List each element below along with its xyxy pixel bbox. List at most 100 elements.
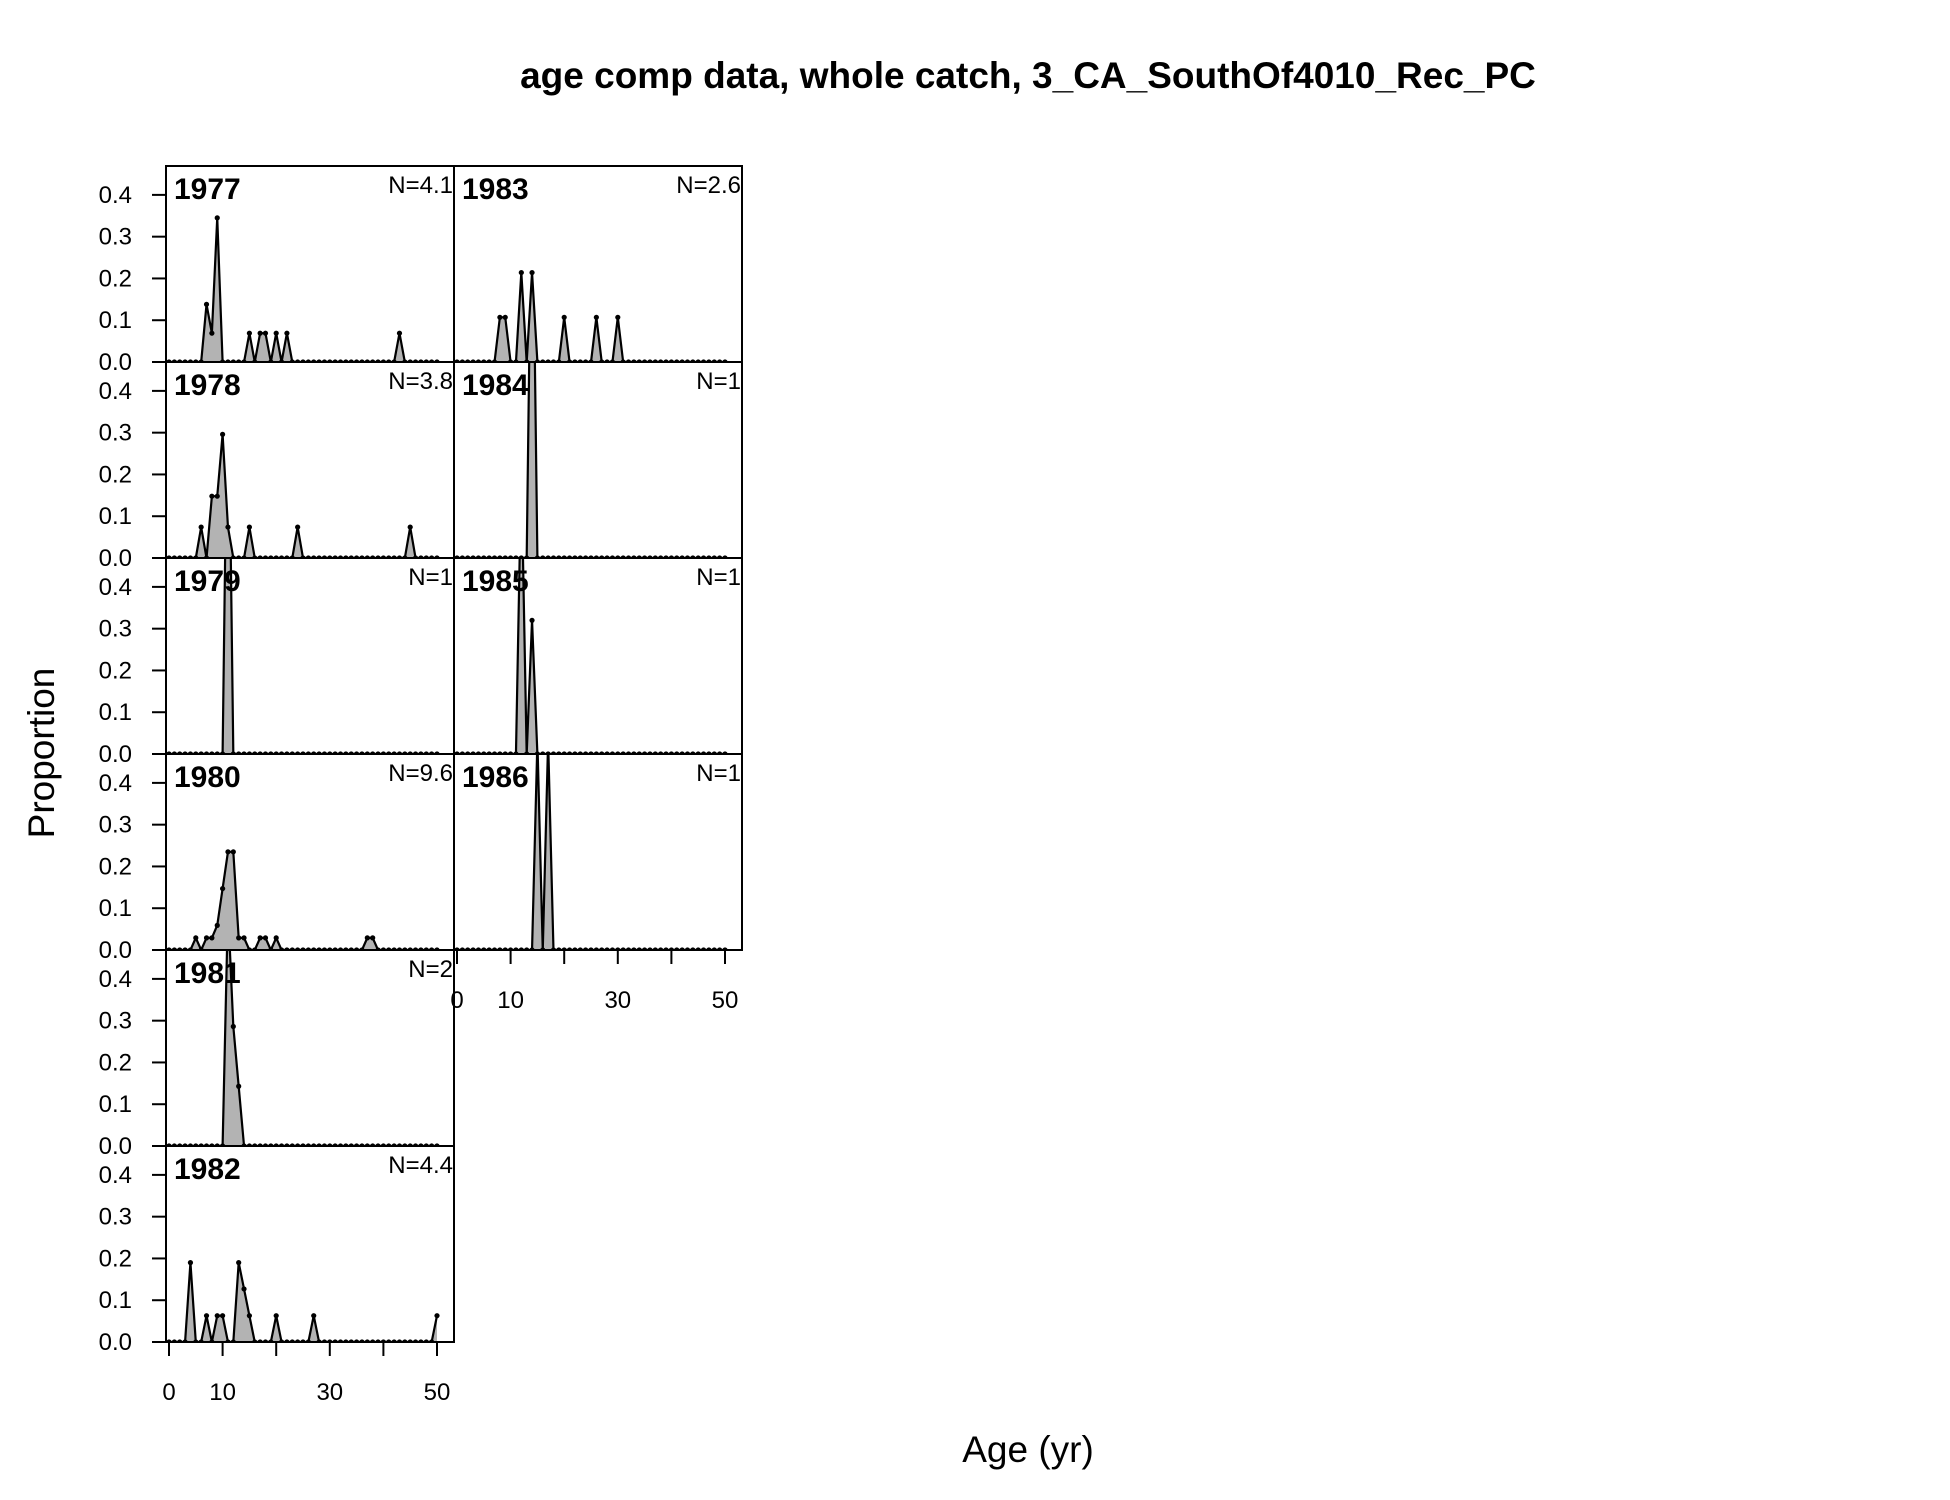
data-point: [311, 1313, 317, 1319]
x-tick-label: 0: [162, 1379, 175, 1406]
y-tick-label: 0.4: [99, 1162, 132, 1189]
data-point: [262, 935, 269, 941]
y-axis-title: Proportion: [21, 668, 62, 839]
area-fill: [169, 434, 437, 558]
data-point: [203, 1313, 210, 1319]
data-point: [193, 935, 199, 941]
data-point: [214, 493, 220, 499]
x-tick-label: 50: [712, 987, 739, 1014]
panel-year-label: 1980: [174, 761, 241, 794]
y-tick-label: 0.1: [99, 1091, 132, 1118]
data-point: [396, 330, 403, 336]
y-tick-label: 0.2: [99, 1245, 132, 1272]
data-point: [230, 1023, 236, 1030]
area-fill: [457, 558, 725, 754]
composition-line: [457, 272, 725, 362]
data-point: [214, 922, 220, 928]
data-point: [593, 314, 599, 320]
data-point: [209, 493, 215, 499]
x-tick-label: 10: [497, 987, 524, 1014]
data-point: [236, 1260, 242, 1266]
data-point: [203, 935, 210, 941]
y-tick-label: 0.1: [99, 503, 132, 530]
panel-n-label: N=1: [696, 564, 741, 591]
data-point: [561, 314, 567, 320]
panel-1981: 1981 N=2 0.0 0.1 0.2 0.3 0.4: [99, 949, 455, 1160]
y-tick-label: 0.0: [99, 1133, 132, 1160]
x-tick-label: 30: [316, 1379, 343, 1406]
panel-1977: 1977 N=4.1 0.0 0.1 0.2 0.3 0.4: [99, 165, 455, 376]
y-tick-label: 0.0: [99, 545, 132, 572]
panel-1983: 1983 N=2.6: [453, 165, 743, 363]
y-tick-label: 0.2: [99, 461, 132, 488]
y-tick-label: 0.4: [99, 378, 132, 405]
data-point: [257, 935, 263, 941]
data-point: [225, 334, 230, 339]
area-fill: [169, 1262, 437, 1342]
data-point: [236, 935, 242, 941]
y-tick-label: 0.3: [99, 1008, 132, 1035]
y-tick-label: 0.3: [99, 420, 132, 447]
y-tick-label: 0.0: [99, 1329, 132, 1356]
y-tick-label: 0.2: [99, 1049, 132, 1076]
data-point: [214, 1313, 220, 1319]
panel-year-label: 1982: [174, 1153, 241, 1186]
panel-year-label: 1983: [462, 173, 529, 206]
panel-1985: 1985 N=1: [453, 557, 743, 755]
panel-n-label: N=1: [696, 760, 741, 787]
data-point: [246, 524, 252, 530]
data-point: [203, 301, 210, 307]
panel-n-label: N=9.6: [388, 760, 453, 787]
y-tick-label: 0.2: [99, 853, 132, 880]
data-point: [284, 330, 290, 336]
data-point: [214, 215, 220, 221]
panel-n-label: N=1: [696, 368, 741, 395]
y-tick-label: 0.4: [99, 966, 132, 993]
y-tick-label: 0.3: [99, 1204, 132, 1231]
y-tick-label: 0.4: [99, 770, 132, 797]
data-point: [615, 314, 621, 320]
panel-n-label: N=4.1: [388, 172, 453, 199]
data-point: [529, 617, 535, 623]
data-point: [209, 935, 215, 941]
y-tick-label: 0.1: [99, 895, 132, 922]
data-point: [225, 524, 231, 530]
data-point: [220, 885, 226, 892]
panel-n-label: N=2: [408, 956, 453, 983]
data-point: [220, 431, 226, 437]
data-point: [198, 524, 204, 530]
panel-1980: 1980 N=9.6 0.0 0.1 0.2 0.3 0.4: [99, 753, 455, 964]
y-tick-label: 0.2: [99, 265, 132, 292]
data-point: [241, 1286, 247, 1292]
y-tick-label: 0.0: [99, 741, 132, 768]
panel-year-label: 1977: [174, 173, 241, 206]
data-point: [370, 935, 376, 941]
y-tick-label: 0.4: [99, 182, 132, 209]
x-axis-title: Age (yr): [962, 1429, 1094, 1470]
data-point: [529, 269, 535, 276]
chart-title: age comp data, whole catch, 3_CA_SouthOf…: [520, 55, 1536, 96]
panel-1978: 1978 N=3.8 0.0 0.1 0.2 0.3 0.4: [99, 361, 455, 572]
panel-1982: 1982 N=4.4 0.0 0.1 0.2 0.3 0.4 0 10 30 50: [99, 1145, 455, 1406]
data-point: [209, 330, 215, 336]
data-point: [407, 524, 413, 530]
composition-line: [457, 558, 725, 754]
data-point: [273, 330, 279, 336]
panel-year-label: 1978: [174, 369, 241, 402]
data-point: [502, 314, 508, 320]
panel-year-label: 1979: [174, 565, 241, 598]
data-point: [434, 1313, 440, 1319]
panel-1986: 1986 N=1 0 10 30 50: [450, 753, 743, 1014]
area-fill: [169, 950, 437, 1146]
panel-year-label: 1986: [462, 761, 529, 794]
y-tick-label: 0.3: [99, 224, 132, 251]
data-point: [230, 849, 236, 855]
data-point: [295, 524, 301, 530]
area-fill: [169, 851, 437, 950]
composition-line: [169, 850, 437, 950]
panel-1979: 1979 N=1 0.0 0.1 0.2 0.3 0.4: [99, 334, 455, 768]
y-tick-label: 0.2: [99, 657, 132, 684]
data-point: [220, 1313, 226, 1319]
composition-line: [169, 434, 437, 558]
